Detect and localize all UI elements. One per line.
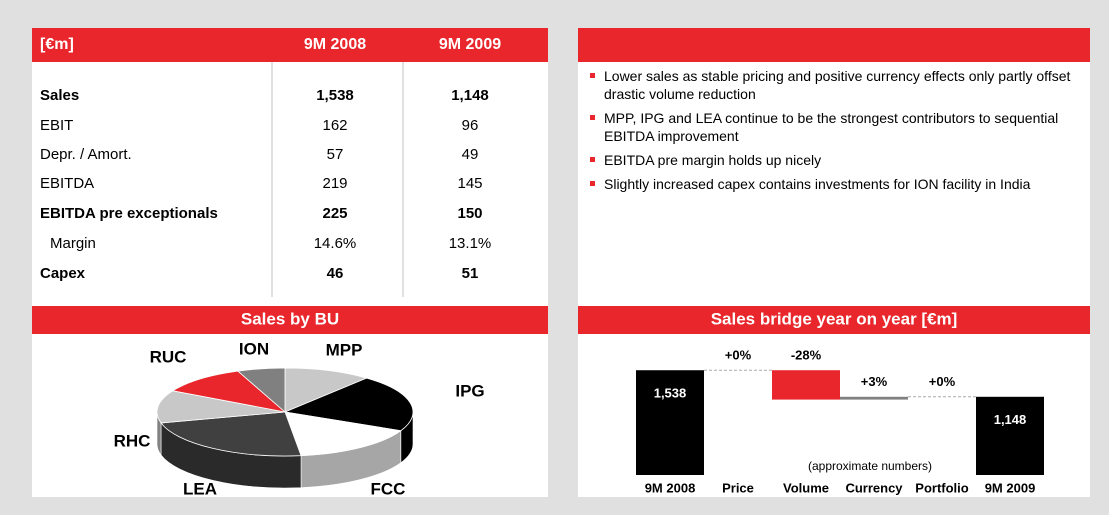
bridge-value-label: -28%	[791, 348, 822, 363]
bridge-category-label: Volume	[783, 480, 829, 495]
pie-slice	[156, 390, 286, 424]
bridge-value-label: +3%	[861, 374, 888, 389]
pie-slice	[284, 411, 402, 457]
table-header-bar	[32, 28, 548, 62]
table-header-cell: [€m]	[40, 36, 74, 53]
pie-slice	[171, 370, 287, 413]
bridge-title-bar	[578, 306, 1090, 334]
bridge-value-label: 1,148	[994, 412, 1027, 427]
table-cell: 1,148	[451, 87, 489, 104]
bridge-bar	[976, 396, 1044, 475]
bridge-category-label: Currency	[845, 480, 903, 495]
table-cell: 150	[457, 205, 482, 222]
bridge-category-label: 9M 2009	[985, 480, 1036, 495]
pie-label: LEA	[183, 479, 217, 498]
table-cell: Margin	[50, 235, 96, 252]
right-header-bar	[578, 28, 1090, 62]
pie-slice	[283, 377, 414, 432]
pie-title: Sales by BU	[241, 309, 339, 328]
bullet-list: Lower sales as stable pricing and positi…	[588, 67, 1080, 199]
table-cell: 49	[462, 146, 479, 163]
table-cell: EBIT	[40, 117, 73, 134]
table-cell: 162	[322, 117, 347, 134]
table-cell: Depr. / Amort.	[40, 146, 132, 163]
table-cell: 225	[322, 205, 347, 222]
pie-label: IPG	[455, 381, 484, 400]
bridge-value-label: 1,538	[654, 386, 687, 401]
pie-slice	[160, 411, 302, 457]
pie-label: RHC	[114, 431, 151, 450]
pie-label: ION	[239, 339, 269, 358]
bridge-category-label: Price	[722, 480, 754, 495]
pie-label: FCC	[371, 479, 406, 498]
pie-label: RUC	[150, 347, 187, 366]
table-cell: 57	[327, 146, 344, 163]
bridge-bar	[636, 370, 704, 475]
table-cell: 219	[322, 175, 347, 192]
pie-slice	[236, 367, 286, 413]
bridge-category-label: 9M 2008	[645, 480, 696, 495]
table-header-cell: 9M 2009	[439, 36, 501, 53]
pie-slice	[284, 367, 368, 413]
bridge-category-label: Portfolio	[915, 480, 968, 495]
bridge-value-label: +0%	[725, 348, 752, 363]
bridge-value-label: +0%	[929, 374, 956, 389]
bridge-title: Sales bridge year on year [€m]	[711, 309, 958, 328]
annotation: (approximate numbers)	[808, 459, 932, 473]
table-cell: 14.6%	[314, 235, 357, 252]
table-cell: EBITDA	[40, 175, 94, 192]
bullet: EBITDA pre margin holds up nicely	[588, 151, 1080, 169]
table-cell: 51	[462, 265, 479, 282]
table-cell: Capex	[40, 265, 86, 282]
bullet: MPP, IPG and LEA continue to be the stro…	[588, 109, 1080, 145]
table-cell: EBITDA pre exceptionals	[40, 205, 218, 222]
table-cell: Sales	[40, 87, 79, 104]
table-header-cell: 9M 2008	[304, 36, 366, 53]
bullet: Lower sales as stable pricing and positi…	[588, 67, 1080, 103]
pie-title-bar	[32, 306, 548, 334]
table-cell: 96	[462, 117, 479, 134]
table-cell: 13.1%	[449, 235, 492, 252]
bridge-bar	[840, 396, 908, 400]
pie-label: MPP	[326, 340, 363, 359]
table-cell: 46	[327, 265, 344, 282]
table-cell: 1,538	[316, 87, 354, 104]
bullet: Slightly increased capex contains invest…	[588, 175, 1080, 193]
table-cell: 145	[457, 175, 482, 192]
bridge-bar	[772, 370, 840, 400]
